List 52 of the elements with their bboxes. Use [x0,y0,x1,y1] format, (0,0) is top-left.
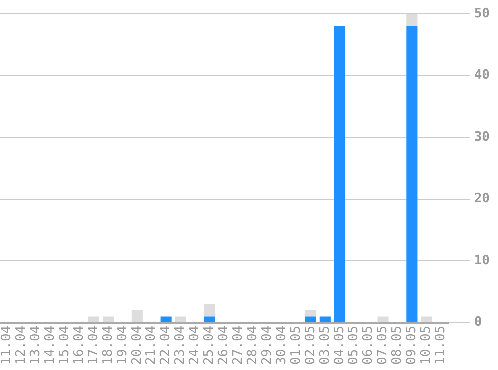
x-tick-label: 02.05 [303,326,318,366]
y-tick-label: 10 [474,253,490,268]
x-tick-label: 14.04 [42,326,58,366]
y-tick-label: 20 [474,192,490,207]
x-tick-label: 10.05 [419,326,434,366]
x-tick-label: 28.04 [245,326,260,366]
bar [406,26,418,322]
x-tick-label: 18.04 [100,326,116,366]
y-tick-label: 30 [474,130,490,145]
x-tick-label: 11.05 [433,326,448,366]
y-tick-label: 0 [474,315,482,330]
bar [175,316,186,322]
bar [88,316,100,322]
x-tick-label: 01.05 [288,326,304,366]
x-tick-label: 23.04 [173,326,188,366]
x-tick-label: 06.05 [361,326,376,366]
bar [421,316,432,322]
x-tick-label: 17.04 [86,326,102,366]
bar [160,316,172,322]
bar [305,310,316,317]
x-tick-label: 12.04 [14,326,30,366]
bar [320,316,331,322]
x-tick-label: 03.05 [318,326,333,366]
x-tick-label: 21.04 [144,326,160,366]
y-tick-label: 40 [474,68,490,84]
x-tick-label: 19.04 [115,326,130,366]
x-tick-label: 25.04 [202,326,218,366]
x-tick-label: 26.04 [216,326,232,366]
x-tick-label: 05.05 [346,326,362,366]
x-tick-label: 11.04 [0,326,15,366]
bar [305,316,316,322]
x-tick-label: 16.04 [72,326,87,366]
bar [334,26,346,322]
y-tick-label: 50 [474,6,490,22]
x-tick-label: 04.05 [332,326,348,366]
x-tick-label: 15.04 [57,326,72,366]
bar [204,304,216,317]
x-tick-label: 27.04 [231,326,246,366]
bar [406,14,418,26]
bar [132,310,143,322]
x-tick-label: 24.04 [188,326,203,366]
x-tick-label: 09.05 [404,326,420,366]
x-tick-label: 08.05 [390,326,406,366]
x-tick-label: 30.04 [274,326,290,366]
bar [204,316,216,322]
x-tick-label: 22.04 [158,326,174,366]
x-tick-label: 13.04 [28,326,44,366]
x-tick-label: 20.04 [130,326,145,366]
bar [102,316,114,322]
x-tick-label: 07.05 [376,326,391,366]
bar [378,316,389,322]
x-tick-label: 29.04 [260,326,275,366]
